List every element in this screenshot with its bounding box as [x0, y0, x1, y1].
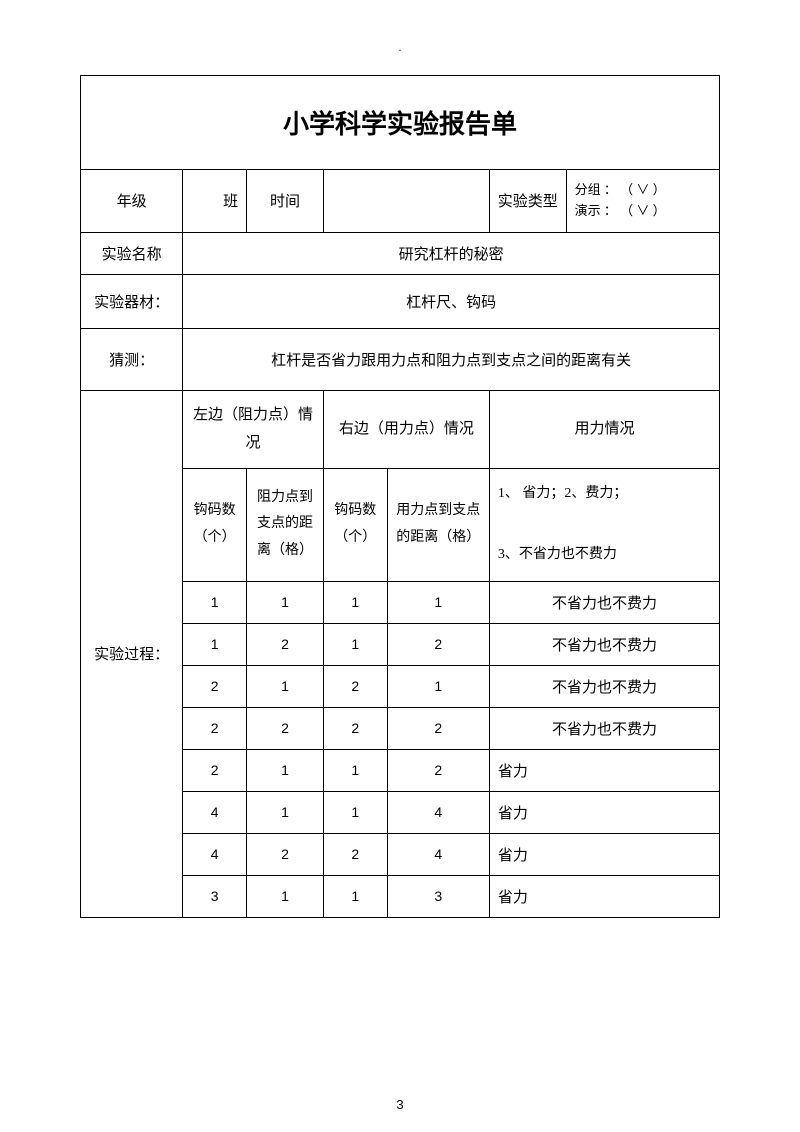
cell-result: 省力 — [489, 875, 719, 917]
cell-b: 2 — [247, 707, 324, 749]
cell-result: 省力 — [489, 833, 719, 875]
cell-result: 不省力也不费力 — [489, 581, 719, 623]
header-effort-legend: 1、 省力；2、费力； 3、不省力也不费力 — [489, 468, 719, 581]
cell-d: 2 — [387, 749, 489, 791]
cell-result: 不省力也不费力 — [489, 623, 719, 665]
cell-c: 2 — [323, 707, 387, 749]
label-exp-type: 实验类型 — [489, 170, 566, 233]
cell-c: 1 — [323, 581, 387, 623]
cell-a: 4 — [183, 833, 247, 875]
cell-b: 1 — [247, 749, 324, 791]
cell-d: 3 — [387, 875, 489, 917]
header-right-group: 右边（用力点）情况 — [323, 390, 489, 468]
cell-c: 1 — [323, 875, 387, 917]
cell-c: 2 — [323, 833, 387, 875]
cell-result: 不省力也不费力 — [489, 665, 719, 707]
page-title: 小学科学实验报告单 — [87, 86, 713, 159]
header-right-dist: 用力点到支点的距离（格） — [387, 468, 489, 581]
cell-b: 1 — [247, 581, 324, 623]
cell-d: 1 — [387, 581, 489, 623]
header-left-dist: 阻力点到支点的距离（格） — [247, 468, 324, 581]
cell-b: 1 — [247, 791, 324, 833]
cell-d: 4 — [387, 833, 489, 875]
label-grade: 年级 — [81, 170, 183, 233]
cell-a: 2 — [183, 665, 247, 707]
cell-b: 2 — [247, 623, 324, 665]
label-exp-name: 实验名称 — [81, 232, 183, 274]
cell-result: 省力 — [489, 791, 719, 833]
equipment-value: 杠杆尺、钩码 — [183, 274, 720, 328]
cell-a: 3 — [183, 875, 247, 917]
cell-result: 省力 — [489, 749, 719, 791]
exp-name-value: 研究杠杆的秘密 — [183, 232, 720, 274]
header-left-hook: 钩码数（个） — [183, 468, 247, 581]
page-number: 3 — [80, 1097, 720, 1112]
cell-b: 1 — [247, 665, 324, 707]
cell-d: 2 — [387, 707, 489, 749]
time-value — [323, 170, 489, 233]
cell-result: 不省力也不费力 — [489, 707, 719, 749]
cell-a: 1 — [183, 581, 247, 623]
cell-d: 1 — [387, 665, 489, 707]
header-left-group: 左边（阻力点）情况 — [183, 390, 324, 468]
cell-c: 2 — [323, 665, 387, 707]
header-right-hook: 钩码数（个） — [323, 468, 387, 581]
cell-a: 2 — [183, 707, 247, 749]
cell-b: 2 — [247, 833, 324, 875]
label-time: 时间 — [247, 170, 324, 233]
cell-d: 2 — [387, 623, 489, 665]
cell-d: 4 — [387, 791, 489, 833]
cell-c: 1 — [323, 623, 387, 665]
cell-b: 1 — [247, 875, 324, 917]
document-mark: . — [80, 40, 720, 55]
cell-a: 1 — [183, 623, 247, 665]
header-effort-group: 用力情况 — [489, 390, 719, 468]
report-table: 小学科学实验报告单 年级 班 时间 实验类型 分组 ： （ ∨ ） 演示 ： （… — [80, 75, 720, 918]
hypothesis-value: 杠杆是否省力跟用力点和阻力点到支点之间的距离有关 — [183, 328, 720, 390]
label-process: 实验过程： — [81, 390, 183, 917]
label-hypothesis: 猜测： — [81, 328, 183, 390]
label-class: 班 — [183, 170, 247, 233]
cell-c: 1 — [323, 791, 387, 833]
exp-type-options: 分组 ： （ ∨ ） 演示 ： （ ∨ ） — [566, 170, 719, 233]
label-equipment: 实验器材： — [81, 274, 183, 328]
cell-a: 2 — [183, 749, 247, 791]
cell-a: 4 — [183, 791, 247, 833]
cell-c: 1 — [323, 749, 387, 791]
